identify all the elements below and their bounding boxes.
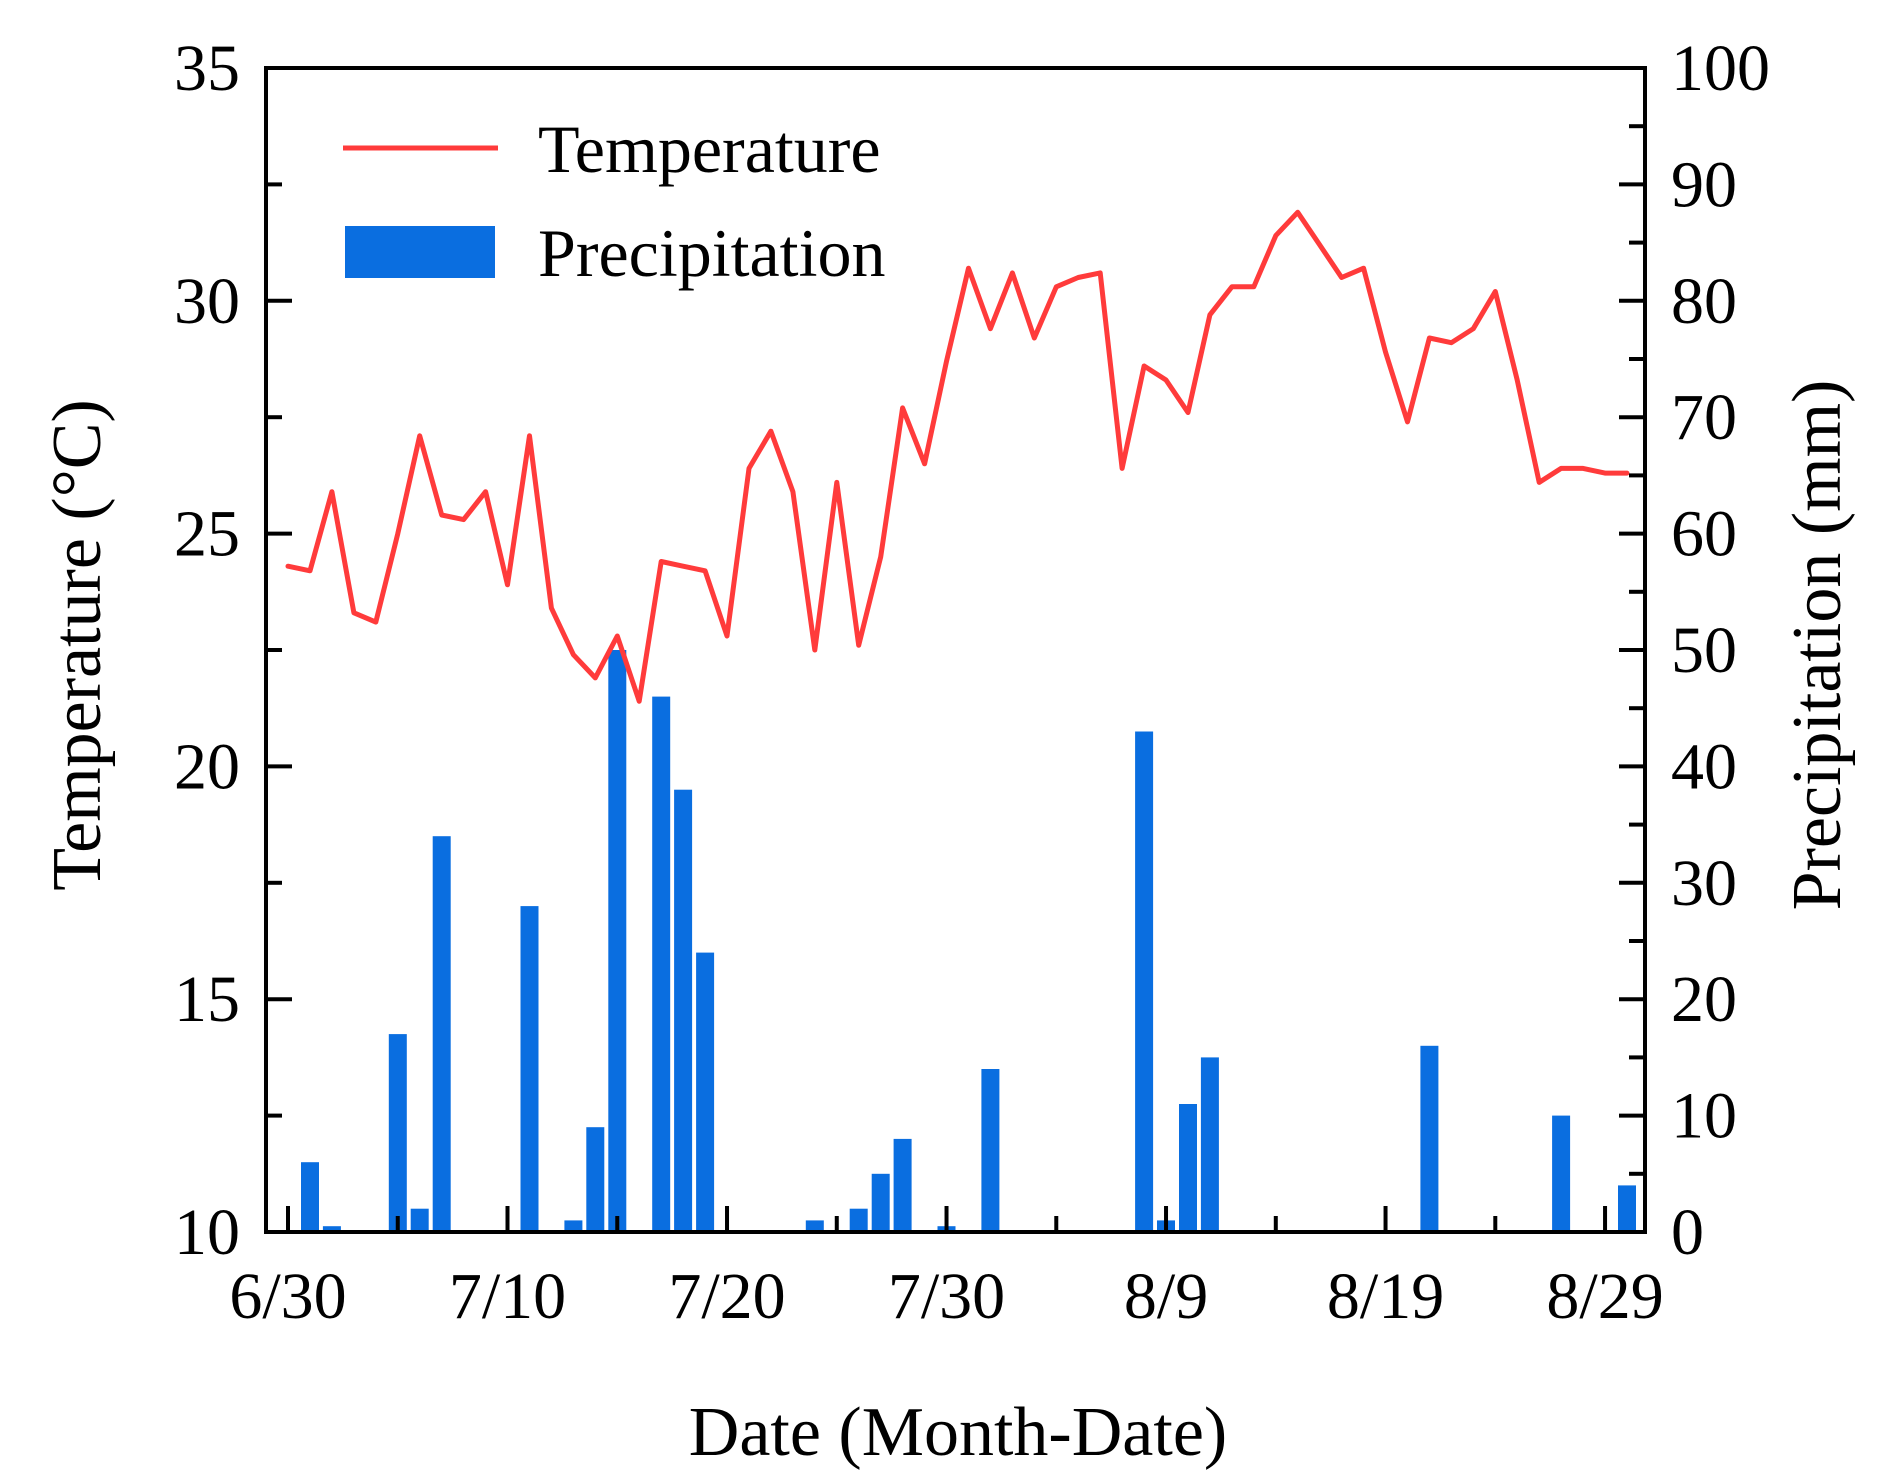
precipitation-bar	[1179, 1104, 1197, 1232]
temperature-line	[285, 209, 1630, 704]
right-y-tick-label: 10	[1671, 1080, 1737, 1153]
x-tick-label: 8/19	[1327, 1260, 1444, 1333]
precipitation-bar	[586, 1127, 605, 1232]
precipitation-bar	[388, 1034, 407, 1232]
precipitation-bar	[1618, 1185, 1636, 1232]
right-y-tick-label: 60	[1671, 498, 1737, 571]
precipitation-bar	[564, 1220, 583, 1232]
left-y-tick-label: 20	[174, 730, 240, 803]
precipitation-bar	[1420, 1045, 1439, 1232]
x-tick-label: 7/10	[449, 1260, 566, 1333]
precipitation-bars	[301, 650, 1636, 1232]
left-y-tick-label: 25	[174, 498, 240, 571]
x-tick-label: 6/30	[229, 1260, 346, 1333]
precipitation-bar	[410, 1208, 429, 1232]
legend-temperature-label: Temperature	[538, 111, 881, 187]
x-tick-label: 7/20	[668, 1260, 785, 1333]
precipitation-bar	[805, 1220, 824, 1232]
x-tick-label: 7/30	[888, 1260, 1005, 1333]
right-y-tick-label: 30	[1671, 847, 1737, 920]
x-axis-title: Date (Month-Date)	[689, 1394, 1227, 1471]
tick-labels: 10 15 20 25 30 35 0 10 20 30 40 50 60 70 80 90 100 6/30 7/…	[174, 32, 1770, 1333]
precipitation-bar	[432, 836, 451, 1232]
right-y-tick-label: 20	[1671, 963, 1737, 1036]
left-y-tick-label: 10	[174, 1196, 240, 1269]
precipitation-bar	[301, 1162, 319, 1232]
right-y-axis-title: Precipitation (mm)	[1779, 380, 1856, 911]
precipitation-bar	[520, 906, 539, 1232]
right-y-tick-label: 100	[1671, 32, 1770, 105]
left-y-axis-title: Temperature (°C)	[39, 399, 116, 890]
right-y-tick-label: 80	[1671, 265, 1737, 338]
x-tick-label: 8/29	[1546, 1260, 1663, 1333]
precipitation-bar	[981, 1069, 1000, 1232]
right-y-tick-label: 0	[1671, 1196, 1704, 1269]
left-y-tick-label: 15	[174, 963, 240, 1036]
precipitation-bar	[608, 650, 627, 1232]
precipitation-bar	[893, 1138, 912, 1232]
right-y-tick-label: 70	[1671, 381, 1737, 454]
precipitation-bar	[674, 789, 693, 1232]
precipitation-bar	[1135, 731, 1154, 1232]
plot-frame	[264, 66, 1647, 1234]
precipitation-bar	[871, 1173, 890, 1232]
left-y-tick-label: 35	[174, 32, 240, 105]
precipitation-bar	[652, 696, 671, 1232]
x-tick-label: 8/9	[1124, 1260, 1208, 1333]
precipitation-bar	[1200, 1057, 1219, 1232]
legend: Temperature Precipitation	[343, 111, 885, 291]
temperature-line-layer	[285, 209, 1630, 704]
legend-precipitation-swatch	[345, 226, 495, 278]
precipitation-bar	[322, 1226, 341, 1232]
right-y-tick-label: 40	[1671, 730, 1737, 803]
precipitation-bar	[1552, 1115, 1571, 1232]
precipitation-bar	[849, 1208, 868, 1232]
precipitation-bar	[696, 952, 715, 1232]
right-y-tick-label: 90	[1671, 148, 1737, 221]
left-y-tick-label: 30	[174, 265, 240, 338]
right-y-tick-label: 50	[1671, 614, 1737, 687]
legend-precipitation-label: Precipitation	[538, 215, 885, 291]
